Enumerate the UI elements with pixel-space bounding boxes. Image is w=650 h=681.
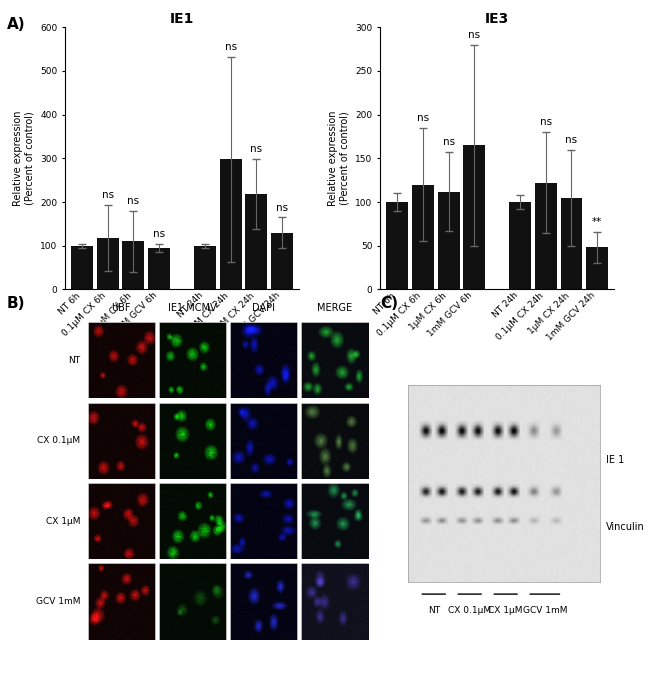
Text: UBF: UBF <box>112 303 131 313</box>
Text: ns: ns <box>540 117 552 127</box>
Text: NT: NT <box>428 606 440 615</box>
Title: IE1: IE1 <box>170 12 194 26</box>
Text: MERGE: MERGE <box>317 303 352 313</box>
Bar <box>220 159 242 289</box>
Text: Vinculin: Vinculin <box>606 522 644 532</box>
Text: GCV 1mM: GCV 1mM <box>36 597 81 606</box>
Text: IE1 MCMV: IE1 MCMV <box>168 303 217 313</box>
Bar <box>97 238 119 289</box>
Text: ns: ns <box>102 191 114 200</box>
Y-axis label: Relative expression
(Percent of control): Relative expression (Percent of control) <box>328 110 350 206</box>
Text: GCV 1mM: GCV 1mM <box>523 606 567 615</box>
Text: ns: ns <box>443 138 455 148</box>
Y-axis label: Relative expression
(Percent of control): Relative expression (Percent of control) <box>13 110 34 206</box>
Text: ns: ns <box>153 229 165 239</box>
Text: ns: ns <box>127 196 140 206</box>
Bar <box>245 194 267 289</box>
Bar <box>72 246 93 289</box>
Bar <box>148 248 170 289</box>
Text: IE 1: IE 1 <box>606 455 624 465</box>
Text: NT: NT <box>68 355 81 365</box>
Bar <box>387 202 408 289</box>
Bar <box>437 191 460 289</box>
Title: IE3: IE3 <box>485 12 510 26</box>
Bar <box>271 233 293 289</box>
Text: ns: ns <box>224 42 237 52</box>
Text: CX 0.1μM: CX 0.1μM <box>38 436 81 445</box>
Text: **: ** <box>592 217 602 227</box>
Bar <box>560 197 582 289</box>
Bar <box>510 202 531 289</box>
Text: ns: ns <box>566 135 577 145</box>
Bar <box>122 241 144 289</box>
Bar <box>535 183 557 289</box>
Text: CX 0.1μM: CX 0.1μM <box>448 606 491 615</box>
Bar <box>194 246 216 289</box>
Text: CX 1μM: CX 1μM <box>488 606 523 615</box>
Text: DAPI: DAPI <box>252 303 275 313</box>
Text: ns: ns <box>417 113 429 123</box>
Text: ns: ns <box>250 144 262 155</box>
Text: ns: ns <box>468 30 480 40</box>
Bar <box>412 185 434 289</box>
Text: B): B) <box>6 296 25 311</box>
Bar <box>463 145 485 289</box>
Text: ns: ns <box>276 203 288 212</box>
Text: CX 1μM: CX 1μM <box>46 517 81 526</box>
Bar <box>586 247 608 289</box>
Text: C): C) <box>380 296 398 311</box>
Text: A): A) <box>6 17 25 32</box>
